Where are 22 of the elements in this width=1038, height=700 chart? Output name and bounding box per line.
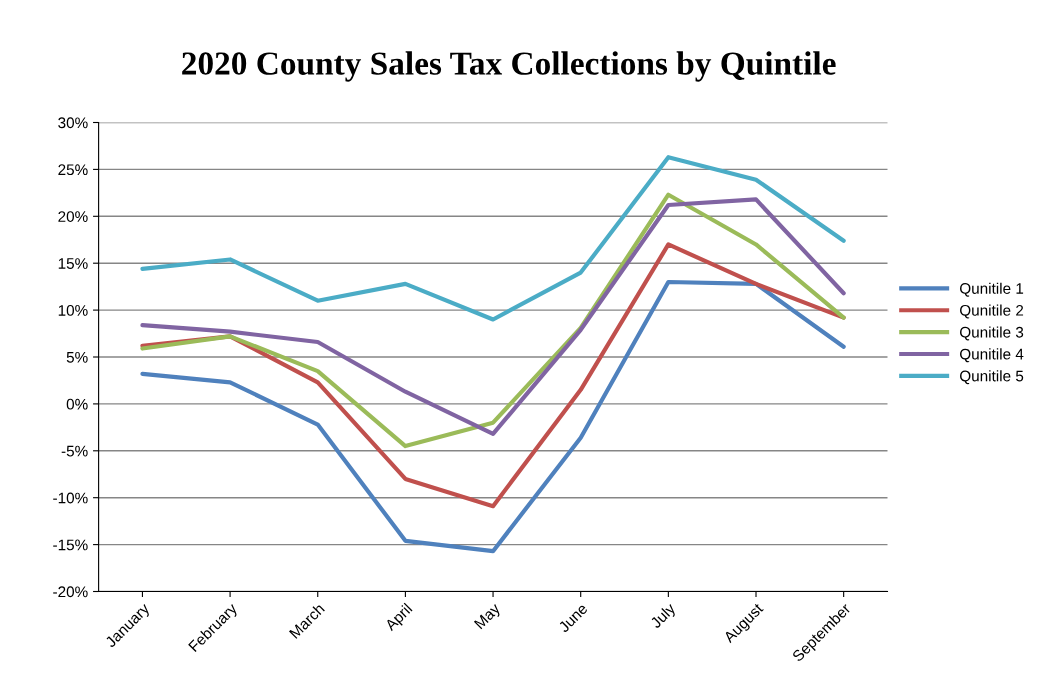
legend-label: Qunitile 4: [960, 348, 1024, 363]
y-tick-label: 20%: [58, 211, 88, 222]
legend-label: Qunitile 5: [960, 370, 1024, 385]
y-tick-label: 10%: [58, 304, 88, 316]
y-tick-label: 0%: [66, 398, 88, 410]
y-tick-label: 25%: [58, 164, 88, 176]
y-tick-label: -20%: [53, 586, 88, 598]
y-tick-label: 30%: [58, 117, 88, 129]
line-series: [140, 155, 846, 322]
chart-title: 2020 County Sales Tax Collections by Quintile: [182, 51, 836, 82]
x-tick-label: May: [473, 602, 504, 632]
legend-label: Qunitile 2: [960, 304, 1024, 319]
y-tick-label: 15%: [58, 258, 88, 269]
line-series: [140, 279, 846, 554]
y-tick-label: -15%: [53, 539, 88, 551]
legend-label: Qunitile 3: [960, 326, 1024, 341]
legend-label: Qunitile 1: [960, 282, 1024, 297]
x-tick-label: July: [649, 601, 679, 632]
y-tick-label: -5%: [61, 445, 88, 457]
y-tick-label: 5%: [66, 351, 88, 363]
line-series: [140, 242, 846, 509]
y-tick-label: -10%: [53, 492, 88, 504]
